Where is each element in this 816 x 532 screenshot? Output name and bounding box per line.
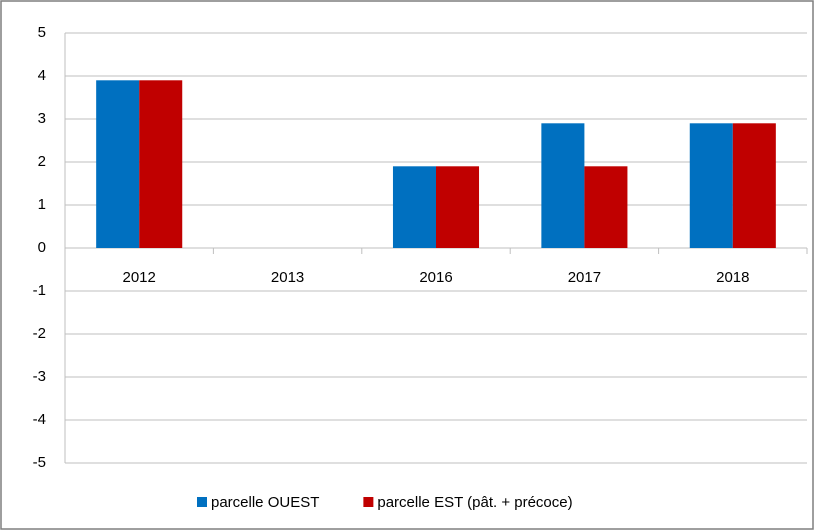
x-tick-label: 2016 <box>419 269 452 286</box>
bar <box>732 123 776 248</box>
y-tick-label: -1 <box>33 282 46 299</box>
legend-label: parcelle OUEST <box>211 494 319 511</box>
y-tick-label: 3 <box>38 110 46 127</box>
x-tick-label: 2013 <box>271 269 304 286</box>
y-tick-label: 5 <box>38 24 46 41</box>
x-tick-label: 2018 <box>716 269 749 286</box>
legend-swatch <box>197 497 207 507</box>
bar <box>541 123 585 248</box>
x-tick-label: 2012 <box>123 269 156 286</box>
x-tick-label: 2017 <box>568 269 601 286</box>
bar <box>139 80 183 248</box>
y-tick-label: 0 <box>38 239 46 256</box>
bar <box>689 123 733 248</box>
y-tick-label: -2 <box>33 325 46 342</box>
bar <box>584 166 628 248</box>
y-tick-label: -5 <box>33 454 46 471</box>
bar <box>436 166 480 248</box>
y-tick-label: 4 <box>38 67 46 84</box>
y-tick-label: -4 <box>33 411 46 428</box>
y-tick-label: 2 <box>38 153 46 170</box>
y-tick-label: 1 <box>38 196 46 213</box>
legend-label: parcelle EST (pât. + précoce) <box>377 494 572 511</box>
legend-swatch <box>363 497 374 507</box>
y-tick-label: -3 <box>33 368 46 385</box>
bar <box>392 166 436 248</box>
bar <box>96 80 140 248</box>
